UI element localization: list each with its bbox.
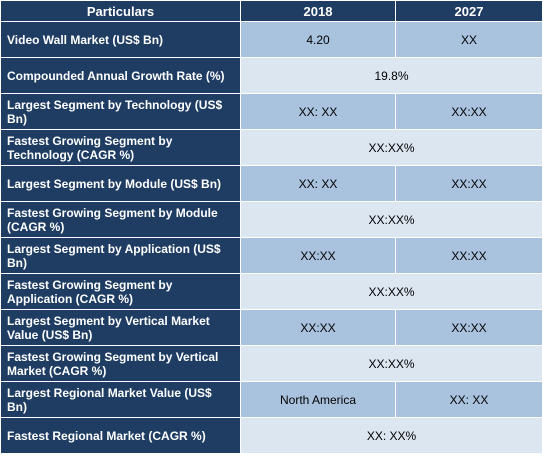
table-row: Largest Regional Market Value (US$ Bn) N… [0,381,543,418]
value-2027: XX:XX [395,237,543,274]
value-merged: XX:XX% [240,273,543,310]
value-2018: XX: XX [240,93,396,130]
row-label: Compounded Annual Growth Rate (%) [0,57,241,94]
value-2027: XX:XX [395,309,543,346]
value-merged: XX:XX% [240,129,543,166]
header-year-2018: 2018 [240,0,396,22]
header-row: Particulars 2018 2027 [0,0,543,22]
header-particulars: Particulars [0,0,241,22]
table-row: Fastest Growing Segment by Module (CAGR … [0,201,543,238]
value-2018: XX:XX [240,237,396,274]
value-2018: North America [240,381,396,418]
row-label: Fastest Growing Segment by Technology (C… [0,129,241,166]
row-label: Fastest Regional Market (CAGR %) [0,417,241,454]
row-label: Largest Segment by Technology (US$ Bn) [0,93,241,130]
table-row: Video Wall Market (US$ Bn) 4.20 XX [0,21,543,58]
table-row: Fastest Growing Segment by Technology (C… [0,129,543,166]
row-label: Largest Segment by Module (US$ Bn) [0,165,241,202]
value-2027: XX: XX [395,381,543,418]
table-row: Largest Segment by Vertical Market Value… [0,309,543,346]
value-2018: XX: XX [240,165,396,202]
value-merged: XX: XX% [240,417,543,454]
table-row: Largest Segment by Application (US$ Bn) … [0,237,543,274]
table-row: Fastest Regional Market (CAGR %) XX: XX% [0,417,543,454]
row-label: Largest Regional Market Value (US$ Bn) [0,381,241,418]
row-label: Video Wall Market (US$ Bn) [0,21,241,58]
table-row: Largest Segment by Technology (US$ Bn) X… [0,93,543,130]
value-merged: XX:XX% [240,345,543,382]
row-label: Fastest Growing Segment by Application (… [0,273,241,310]
value-merged: 19.8% [240,57,543,94]
value-2018: XX:XX [240,309,396,346]
table-row: Fastest Growing Segment by Application (… [0,273,543,310]
value-2027: XX:XX [395,93,543,130]
table-row: Compounded Annual Growth Rate (%) 19.8% [0,57,543,94]
row-label: Fastest Growing Segment by Vertical Mark… [0,345,241,382]
row-label: Fastest Growing Segment by Module (CAGR … [0,201,241,238]
header-year-2027: 2027 [395,0,543,22]
value-2027: XX [395,21,543,58]
row-label: Largest Segment by Application (US$ Bn) [0,237,241,274]
value-2027: XX:XX [395,165,543,202]
table-row: Fastest Growing Segment by Vertical Mark… [0,345,543,382]
table-row: Largest Segment by Module (US$ Bn) XX: X… [0,165,543,202]
table-body: Video Wall Market (US$ Bn) 4.20 XX Compo… [0,21,543,454]
value-merged: XX:XX% [240,201,543,238]
table-header: Particulars 2018 2027 [0,0,543,22]
row-label: Largest Segment by Vertical Market Value… [0,309,241,346]
value-2018: 4.20 [240,21,396,58]
